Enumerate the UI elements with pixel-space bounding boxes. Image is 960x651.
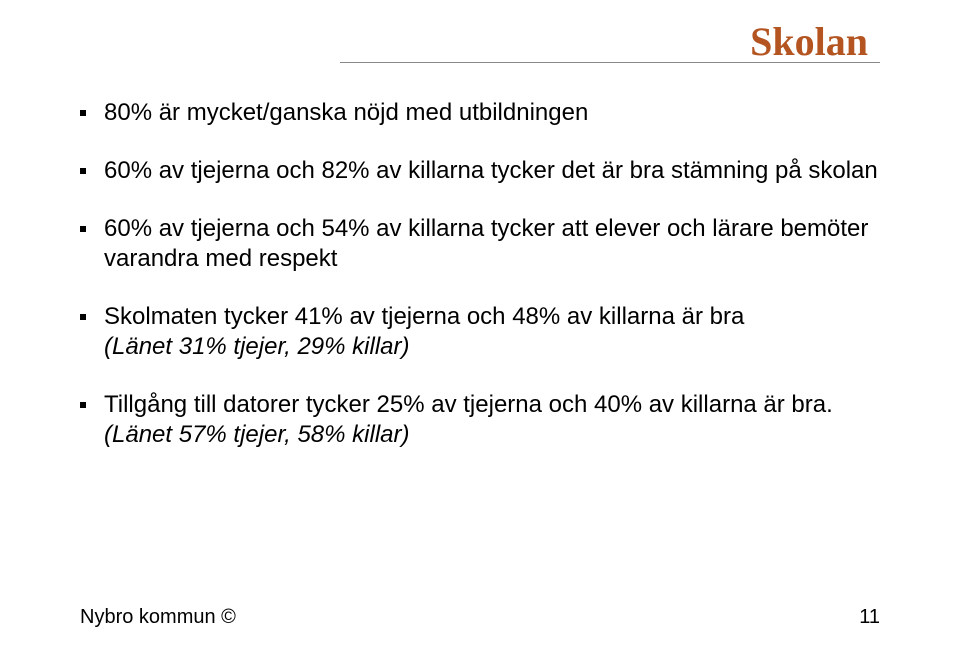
- slide-title: Skolan: [750, 18, 868, 65]
- bullet-item: 60% av tjejerna och 54% av killarna tyck…: [80, 214, 880, 274]
- bullet-item: 60% av tjejerna och 82% av killarna tyck…: [80, 156, 880, 186]
- bullet-dot-icon: [80, 168, 86, 174]
- bullet-main: Tillgång till datorer tycker 25% av tjej…: [104, 391, 833, 418]
- bullet-sub: (Länet 57% tjejer, 58% killar): [104, 420, 880, 450]
- bullet-sub: (Länet 31% tjejer, 29% killar): [104, 332, 880, 362]
- bullet-dot-icon: [80, 314, 86, 320]
- bullet-main: Skolmaten tycker 41% av tjejerna och 48%…: [104, 303, 744, 330]
- bullet-text: 80% är mycket/ganska nöjd med utbildning…: [104, 98, 880, 128]
- page-number: 11: [859, 606, 880, 629]
- bullet-main: 60% av tjejerna och 54% av killarna tyck…: [104, 215, 868, 272]
- bullet-main: 80% är mycket/ganska nöjd med utbildning…: [104, 99, 588, 126]
- bullet-dot-icon: [80, 402, 86, 408]
- bullet-text: Skolmaten tycker 41% av tjejerna och 48%…: [104, 302, 880, 362]
- title-underline: [340, 62, 880, 63]
- slide: Skolan 80% är mycket/ganska nöjd med utb…: [0, 0, 960, 651]
- bullet-dot-icon: [80, 110, 86, 116]
- footer-left: Nybro kommun ©: [80, 606, 236, 629]
- bullet-text: Tillgång till datorer tycker 25% av tjej…: [104, 390, 880, 450]
- bullet-item: Skolmaten tycker 41% av tjejerna och 48%…: [80, 302, 880, 362]
- title-row: Skolan: [80, 18, 880, 65]
- content-area: 80% är mycket/ganska nöjd med utbildning…: [80, 98, 880, 478]
- bullet-text: 60% av tjejerna och 82% av killarna tyck…: [104, 156, 880, 186]
- bullet-text: 60% av tjejerna och 54% av killarna tyck…: [104, 214, 880, 274]
- bullet-main: 60% av tjejerna och 82% av killarna tyck…: [104, 157, 878, 184]
- bullet-item: 80% är mycket/ganska nöjd med utbildning…: [80, 98, 880, 128]
- bullet-dot-icon: [80, 226, 86, 232]
- bullet-item: Tillgång till datorer tycker 25% av tjej…: [80, 390, 880, 450]
- footer: Nybro kommun © 11: [80, 606, 880, 629]
